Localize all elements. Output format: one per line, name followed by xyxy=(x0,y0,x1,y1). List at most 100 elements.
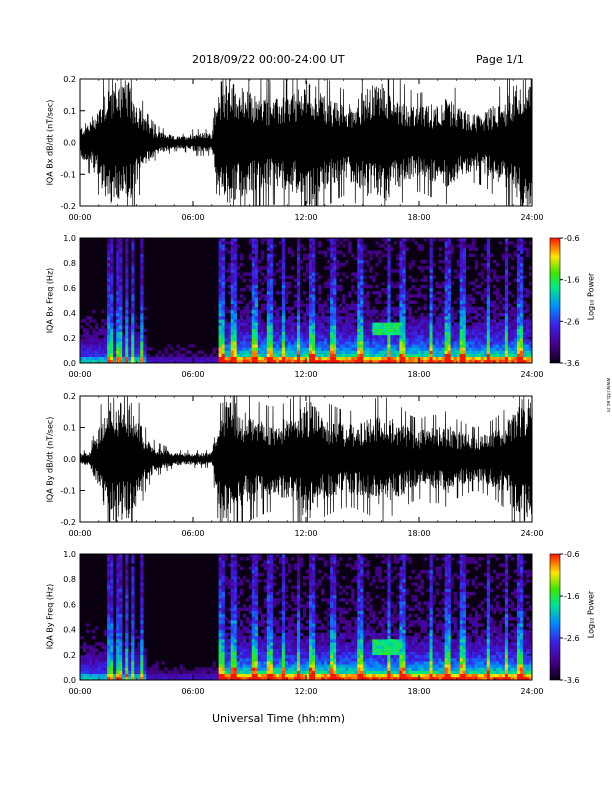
spectrogram-cell xyxy=(92,334,96,339)
spectrogram-cell xyxy=(215,667,219,671)
spectrogram-cell xyxy=(296,632,301,637)
spectrogram-cell xyxy=(525,291,530,295)
spectrogram-cell xyxy=(242,607,247,611)
spectrogram-cell xyxy=(113,651,117,656)
spectrogram-cell xyxy=(254,623,259,627)
spectrogram-cell xyxy=(269,238,274,242)
spectrogram-cell xyxy=(272,623,277,627)
spectrogram-cell xyxy=(137,359,141,364)
spectrogram-cell xyxy=(302,331,307,336)
spectrogram-cell xyxy=(131,309,135,314)
spectrogram-cell xyxy=(245,306,250,311)
spectrogram-cell xyxy=(281,359,286,364)
spectrogram-cell xyxy=(411,331,415,336)
spectrogram-cell xyxy=(287,353,292,358)
spectrogram-cell xyxy=(230,328,234,333)
spectrogram-cell xyxy=(293,664,298,668)
spectrogram-cell xyxy=(507,350,512,354)
spectrogram-cell xyxy=(387,328,391,333)
spectrogram-cell xyxy=(278,657,283,662)
spectrogram-cell xyxy=(236,334,240,339)
spectrogram-cell xyxy=(507,334,512,339)
spectrogram-cell xyxy=(140,673,144,678)
spectrogram-cell xyxy=(110,241,114,245)
spectrogram-cell xyxy=(245,664,250,668)
spectrogram-cell xyxy=(116,269,120,273)
spectrogram-cell xyxy=(312,284,316,289)
spectrogram-cell xyxy=(269,256,274,261)
spectrogram-cell xyxy=(507,303,512,308)
spectrogram-cell xyxy=(242,313,247,317)
spectrogram-cell xyxy=(441,344,445,348)
spectrogram-cell xyxy=(483,244,488,248)
spectrogram-cell xyxy=(218,306,222,311)
spectrogram-cell xyxy=(405,334,409,339)
spectrogram-cell xyxy=(519,297,524,301)
spectrogram-cell xyxy=(510,313,515,317)
spectrogram-cell xyxy=(233,250,237,254)
spectrogram-cell xyxy=(131,635,135,640)
spectrogram-cell xyxy=(110,344,114,348)
spectrogram-cell xyxy=(504,244,509,248)
spectrogram-cell xyxy=(230,554,234,558)
spectrogram-cell xyxy=(260,629,265,634)
spectrogram-cell xyxy=(489,338,494,342)
spectrogram-cell xyxy=(459,359,463,364)
spectrogram-cell xyxy=(462,309,466,314)
spectrogram-cell xyxy=(230,353,234,358)
spectrogram-cell xyxy=(221,244,225,248)
spectrogram-cell xyxy=(242,651,247,656)
spectrogram-cell xyxy=(233,664,237,668)
spectrogram-cell xyxy=(131,353,135,358)
spectrogram-cell xyxy=(266,579,271,583)
spectrogram-cell xyxy=(423,238,427,242)
spectrogram-cell xyxy=(284,676,289,681)
spectrogram-cell xyxy=(396,297,400,301)
spectrogram-cell xyxy=(444,350,448,354)
spectrogram-cell xyxy=(315,272,319,276)
spectrogram-cell xyxy=(95,667,99,671)
spectrogram-cell xyxy=(140,263,144,267)
spectrogram-cell xyxy=(197,670,201,674)
spectrogram-cell xyxy=(224,579,228,583)
spectrogram-cell xyxy=(402,347,406,351)
spectrogram-cell xyxy=(333,241,337,245)
spectrogram-cell xyxy=(423,347,427,351)
spectrogram-cell xyxy=(375,309,379,314)
spectrogram-cell xyxy=(471,356,476,361)
spectrogram-cell xyxy=(251,247,256,251)
spectrogram-cell xyxy=(411,347,415,351)
spectrogram-cell xyxy=(116,300,120,304)
spectrogram-cell xyxy=(227,328,231,333)
spectrogram-cell xyxy=(80,635,84,640)
spectrogram-cell xyxy=(101,325,105,329)
spectrogram-cell xyxy=(107,591,111,596)
spectrogram-cell xyxy=(281,275,286,279)
spectrogram-cell xyxy=(414,344,418,348)
spectrogram-cell xyxy=(248,651,253,656)
spectrogram-cell xyxy=(284,572,289,577)
spectrogram-cell xyxy=(230,588,234,593)
spectrogram-cell xyxy=(396,338,400,342)
spectrogram-cell xyxy=(236,607,240,611)
spectrogram-cell xyxy=(447,322,451,326)
spectrogram-cell xyxy=(221,269,225,273)
spectrogram-cell xyxy=(131,278,135,283)
spectrogram-cell xyxy=(384,328,388,333)
spectrogram-cell xyxy=(342,272,346,276)
spectrogram-cell xyxy=(101,353,105,358)
spectrogram-cell xyxy=(251,629,256,634)
spectrogram-cell xyxy=(498,344,503,348)
spectrogram-cell xyxy=(411,319,415,323)
spectrogram-cell xyxy=(113,673,117,678)
spectrogram-cell xyxy=(513,353,518,358)
spectrogram-cell xyxy=(92,356,96,361)
spectrogram-cell xyxy=(366,306,370,311)
spectrogram-cell xyxy=(122,334,126,339)
spectrogram-cell xyxy=(239,642,244,646)
spectrogram-cell xyxy=(474,306,479,311)
spectrogram-cell xyxy=(333,328,337,333)
spectrogram-cell xyxy=(239,347,244,351)
spectrogram-cell xyxy=(444,263,448,267)
spectrogram-cell xyxy=(281,604,286,608)
